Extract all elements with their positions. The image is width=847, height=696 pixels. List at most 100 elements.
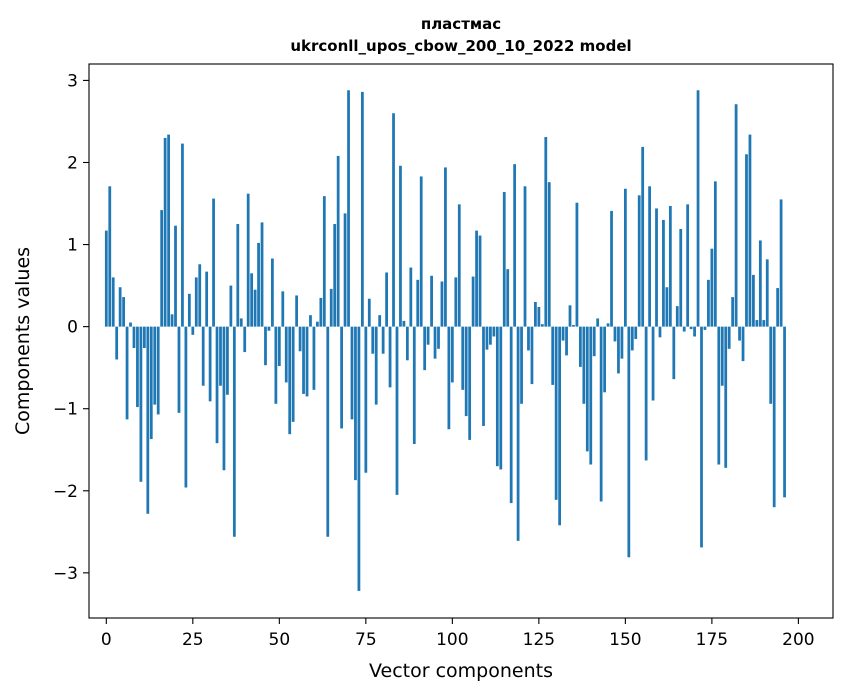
bar xyxy=(679,229,682,327)
bar xyxy=(714,181,717,326)
bar xyxy=(368,299,371,327)
bar xyxy=(749,135,752,327)
bar xyxy=(738,327,741,341)
bar xyxy=(413,327,416,444)
bar xyxy=(662,220,665,327)
bar xyxy=(458,204,461,326)
x-tick-label: 0 xyxy=(101,630,112,650)
bar xyxy=(641,147,644,327)
bar xyxy=(285,327,288,383)
bar xyxy=(558,327,561,526)
chart-title: пластмас xyxy=(421,15,501,33)
x-tick-label: 50 xyxy=(269,630,291,650)
bar xyxy=(133,327,136,348)
bar xyxy=(396,327,399,495)
bar xyxy=(492,327,495,337)
bar xyxy=(389,327,392,388)
bar xyxy=(406,327,409,361)
bar xyxy=(340,327,343,429)
bar xyxy=(198,264,201,326)
bar xyxy=(541,324,544,326)
bar xyxy=(752,275,755,327)
bar xyxy=(382,327,385,354)
bar xyxy=(430,276,433,327)
bar xyxy=(686,204,689,326)
bar xyxy=(465,327,468,416)
bar xyxy=(295,295,298,326)
bar xyxy=(697,90,700,326)
y-tick-label: −3 xyxy=(53,564,78,584)
bar xyxy=(531,327,534,384)
x-tick-label: 75 xyxy=(355,630,377,650)
bar xyxy=(226,327,229,395)
bar xyxy=(638,195,641,326)
bar xyxy=(704,327,707,330)
bar xyxy=(212,199,215,327)
bar xyxy=(655,208,658,326)
bar xyxy=(188,294,191,327)
bar xyxy=(582,327,585,404)
bar xyxy=(766,259,769,326)
bar xyxy=(319,298,322,327)
bar xyxy=(755,320,758,327)
x-tick-label: 175 xyxy=(696,630,728,650)
bar xyxy=(711,249,714,327)
bar xyxy=(140,327,143,482)
bar xyxy=(776,288,779,327)
bar xyxy=(499,327,502,470)
bar xyxy=(299,327,302,352)
bar xyxy=(572,325,575,327)
bar xyxy=(399,166,402,327)
bar xyxy=(783,327,786,498)
bar xyxy=(271,259,274,327)
bar xyxy=(333,224,336,327)
bar xyxy=(652,327,655,401)
bar xyxy=(306,327,309,397)
bar xyxy=(448,327,451,430)
bar xyxy=(261,222,264,326)
bar xyxy=(105,231,108,327)
bar xyxy=(420,176,423,326)
bar xyxy=(427,327,430,345)
y-axis-label: Components values xyxy=(12,247,34,435)
bar xyxy=(486,327,489,350)
bar xyxy=(634,327,637,339)
bar xyxy=(364,327,367,473)
bar xyxy=(759,240,762,326)
bar xyxy=(593,327,596,357)
bar xyxy=(555,327,558,500)
bar xyxy=(164,138,167,327)
bar xyxy=(672,327,675,380)
bar xyxy=(728,327,731,349)
bar xyxy=(621,327,624,359)
bar xyxy=(773,327,776,508)
bar xyxy=(112,277,115,326)
bar xyxy=(115,327,118,360)
bar xyxy=(171,314,174,326)
bar xyxy=(257,243,260,327)
bar xyxy=(146,327,149,514)
bar xyxy=(510,327,513,503)
bar xyxy=(136,327,139,407)
bar xyxy=(274,327,277,404)
bar xyxy=(143,327,146,348)
bar xyxy=(659,327,662,338)
bar xyxy=(358,327,361,591)
bar xyxy=(385,272,388,326)
bar xyxy=(610,211,613,327)
bar xyxy=(614,327,617,342)
bar xyxy=(323,196,326,327)
bar xyxy=(254,290,257,327)
bar xyxy=(281,291,284,326)
x-tick-label: 150 xyxy=(609,630,641,650)
bar xyxy=(344,213,347,326)
bar xyxy=(326,327,329,537)
bar xyxy=(762,320,765,327)
bars xyxy=(105,90,786,591)
bar xyxy=(278,327,281,366)
x-tick-label: 25 xyxy=(182,630,204,650)
bar xyxy=(202,327,205,386)
bar xyxy=(150,327,153,439)
bar xyxy=(243,327,246,352)
y-tick-label: 1 xyxy=(67,236,78,256)
